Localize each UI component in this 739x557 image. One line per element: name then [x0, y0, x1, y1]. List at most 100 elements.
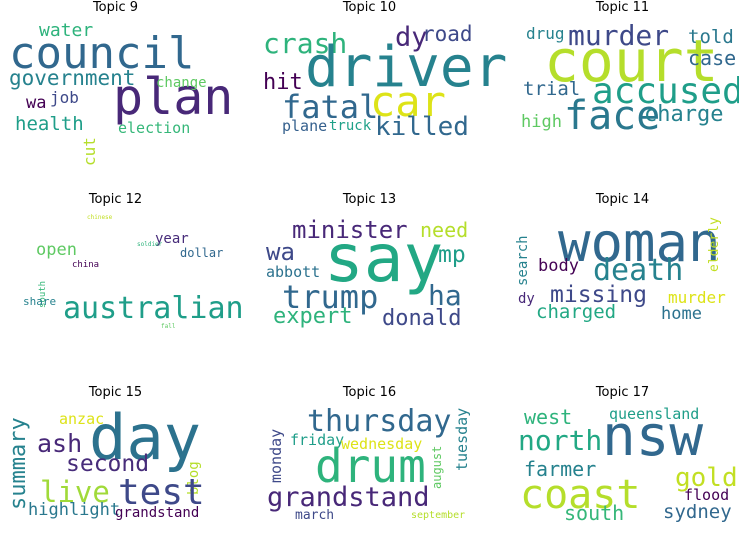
word-cloud: drug murder told court case trial accused high f…	[510, 18, 739, 168]
cloud-word: trial	[523, 78, 581, 100]
cloud-word: fatal	[282, 88, 379, 126]
cloud-word: thursday	[307, 404, 452, 439]
cloud-word: grandstand	[267, 482, 430, 513]
cloud-word: ha	[428, 279, 462, 312]
cloud-word: woman	[558, 211, 721, 274]
cloud-word: road	[422, 22, 473, 46]
cloud-word: job	[50, 88, 79, 107]
cloud-word: ash	[37, 429, 83, 458]
cloud-word: truck	[329, 118, 372, 134]
cloud-word: grandstand	[115, 505, 200, 521]
cloud-word: change	[156, 75, 207, 91]
cloud-word: death	[593, 253, 684, 288]
cloud-word: share	[23, 295, 57, 308]
panel-title: Topic 16	[342, 385, 397, 400]
topic-panel: Topic 11 drug murder told court case trial accu…	[510, 0, 739, 172]
cloud-word: murder	[568, 19, 670, 52]
cloud-word: accused	[592, 71, 739, 112]
cloud-word: fall	[161, 323, 176, 330]
cloud-word: mp	[438, 242, 466, 268]
cloud-word: case	[688, 46, 737, 70]
cloud-word: council	[9, 28, 195, 79]
cloud-word: open	[36, 240, 77, 260]
word-cloud: crash driver dy road hit fatal car plane truck ki…	[257, 18, 507, 168]
cloud-word: government	[9, 66, 136, 90]
cloud-word: hit	[263, 70, 303, 95]
cloud-word: chinese	[87, 214, 113, 221]
cloud-word: north	[518, 424, 603, 457]
cloud-word: china	[72, 260, 100, 270]
word-cloud: west queensland north nsw farmer coast gold flo…	[510, 403, 738, 553]
cloud-word: home	[661, 304, 702, 324]
panel-title: Topic 15	[88, 385, 143, 400]
topic-panel: Topic 10 crash driver dy road hit fatal car plan…	[257, 0, 507, 172]
cloud-word: dy	[518, 291, 535, 307]
cloud-word: highlight	[28, 500, 121, 520]
cloud-word: plane	[282, 117, 328, 135]
cloud-word: august	[430, 445, 444, 489]
cloud-word: wednesday	[341, 435, 423, 453]
word-cloud: woman elderly search body death missing dy murd…	[510, 210, 735, 360]
panel-title: Topic 9	[92, 0, 139, 15]
cloud-word: charged	[536, 301, 617, 323]
cloud-word: election	[118, 119, 191, 137]
cloud-word: elderly	[707, 217, 722, 272]
cloud-word: trump	[282, 278, 379, 316]
cloud-word: west	[524, 405, 573, 429]
cloud-word: anzac	[59, 410, 105, 428]
topic-panel: Topic 15 anzac day summary ash blog second live…	[3, 385, 228, 557]
cloud-word: dollar	[180, 246, 224, 260]
cloud-word: second	[66, 451, 150, 477]
cloud-word: live	[40, 475, 110, 509]
cloud-word: search	[515, 235, 531, 286]
word-cloud: thursday tuesday monday friday wednesday augu…	[257, 403, 482, 553]
cloud-word: murder	[668, 288, 726, 307]
cloud-word: year	[155, 231, 189, 247]
word-cloud: council plan government water change job wa hea…	[3, 18, 233, 168]
cloud-word: nsw	[602, 404, 704, 469]
cloud-word: expert	[273, 304, 353, 329]
cloud-word: say	[324, 220, 444, 297]
cloud-word: friday	[290, 431, 345, 449]
cloud-word: tuesday	[453, 407, 471, 471]
cloud-word: cut	[80, 137, 99, 166]
cloud-word: donald	[382, 306, 462, 331]
cloud-word: wa	[26, 93, 47, 113]
cloud-word: water	[39, 20, 94, 41]
panel-title: Topic 12	[88, 192, 143, 207]
topic-panel: Topic 13 minister need say wa mp abbott trump ha…	[257, 192, 482, 364]
cloud-word: flood	[684, 486, 730, 504]
cloud-word: sydney	[663, 501, 732, 523]
cloud-word: minister	[292, 216, 408, 244]
cloud-word: drug	[526, 24, 565, 43]
word-cloud: minister need say wa mp abbott trump ha expert do…	[257, 210, 482, 360]
cloud-word: march	[295, 508, 335, 523]
panel-title: Topic 14	[595, 192, 650, 207]
cloud-word: car	[370, 77, 446, 126]
word-cloud: anzac day summary ash blog second live test high…	[3, 403, 228, 553]
cloud-word: court	[544, 27, 719, 95]
cloud-word: crash	[263, 27, 348, 60]
cloud-word: farmer	[524, 457, 597, 481]
cloud-word: test	[118, 472, 205, 513]
panel-title: Topic 10	[342, 0, 397, 15]
topic-panel: Topic 9 council plan government water change j…	[3, 0, 233, 172]
topic-panel: Topic 14 woman elderly search body death missi…	[510, 192, 735, 364]
cloud-word: gold	[675, 463, 738, 493]
cloud-word: day	[89, 401, 201, 474]
cloud-word: australian	[63, 291, 244, 326]
word-cloud: chinese year open soldier dollar china south sh…	[3, 210, 244, 360]
cloud-word: wa	[266, 238, 295, 266]
topic-panel: Topic 16 thursday tuesday monday friday wedne…	[257, 385, 482, 557]
cloud-word: monday	[267, 428, 285, 483]
cloud-word: high	[521, 112, 562, 132]
cloud-word: body	[538, 256, 579, 276]
topic-panel: Topic 17 west queensland north nsw farmer coas…	[510, 385, 738, 557]
cloud-word: charge	[644, 102, 724, 127]
cloud-word: told	[688, 26, 734, 48]
cloud-word: september	[411, 510, 466, 521]
cloud-word: drum	[315, 439, 426, 493]
cloud-word: missing	[550, 282, 647, 308]
panel-title: Topic 13	[342, 192, 397, 207]
cloud-word: south	[564, 501, 625, 525]
